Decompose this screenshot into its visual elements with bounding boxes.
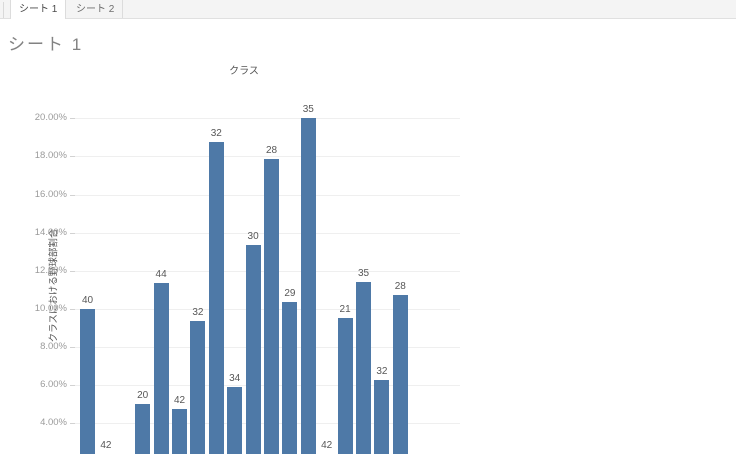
bar-value-label: 30 <box>247 231 259 243</box>
bar[interactable] <box>337 317 353 454</box>
bar[interactable] <box>208 142 224 454</box>
bar-value-label: 28 <box>265 145 278 157</box>
bar-value-label: 29 <box>284 288 296 300</box>
y-tick-label: 10.00% <box>34 302 67 314</box>
y-tick-mark <box>70 232 75 234</box>
bar[interactable] <box>245 245 261 454</box>
bar[interactable] <box>282 302 298 454</box>
bar-value-label: 32 <box>376 366 388 378</box>
bar-value-label: 42 <box>173 394 186 406</box>
page-title: シート 1 <box>8 35 84 54</box>
y-tick-mark <box>70 423 75 424</box>
bar[interactable] <box>392 295 408 454</box>
bar-value-label: 42 <box>321 439 333 451</box>
y-tick-label: 6.00% <box>40 378 67 390</box>
y-tick-mark <box>70 118 75 120</box>
bar-value-label: 35 <box>357 267 370 279</box>
bar-value-label: 32 <box>210 128 222 140</box>
y-tick-label: 18.00% <box>34 150 67 162</box>
bar[interactable] <box>190 320 206 454</box>
y-tick-mark <box>70 194 75 196</box>
bar-value-label: 34 <box>229 373 241 385</box>
bar[interactable] <box>300 118 316 454</box>
gridline <box>75 156 460 158</box>
sheet-tab-1[interactable]: シート 1 <box>10 0 67 19</box>
bar[interactable] <box>153 282 169 454</box>
plot-area: 20.00% 18.00% 16.00% 14.00% 12.00% 10.00% 8.00… <box>35 80 460 454</box>
bar[interactable] <box>374 380 390 454</box>
y-tick-label: 8.00% <box>40 340 67 352</box>
y-tick-label: 20.00% <box>34 112 67 124</box>
y-tick-mark <box>70 308 75 310</box>
y-tick-label: 12.00% <box>34 264 67 276</box>
y-tick-label: 14.00% <box>34 226 67 238</box>
bar-value-label: 35 <box>302 104 314 116</box>
bar[interactable] <box>135 403 151 454</box>
bar[interactable] <box>172 408 187 454</box>
bar-value-label: 20 <box>137 389 149 401</box>
bar[interactable] <box>80 308 95 454</box>
bar[interactable] <box>264 159 279 454</box>
tab-bar-left-divider <box>3 2 4 18</box>
bar-value-label: 28 <box>394 281 406 293</box>
y-tick-label: 4.00% <box>40 417 67 428</box>
bar-value-label: 44 <box>155 268 167 280</box>
y-tick-mark <box>70 156 75 158</box>
y-tick-mark <box>70 346 75 348</box>
bar-value-label: 42 <box>100 439 112 451</box>
bar-value-label: 21 <box>339 303 351 315</box>
sheet-tab-bar: シート 1 シート 2 <box>0 0 736 19</box>
bar-value-label: 40 <box>81 294 94 306</box>
gridline <box>75 118 460 120</box>
y-axis-label: クラスにおける野球部割合 <box>48 228 60 343</box>
bar[interactable] <box>356 281 371 454</box>
y-tick-mark <box>70 270 75 272</box>
y-tick-mark <box>70 384 75 386</box>
bar[interactable] <box>227 387 243 454</box>
sheet-tab-2[interactable]: シート 2 <box>68 0 124 18</box>
chart-title: クラス <box>229 66 259 77</box>
y-tick-label: 16.00% <box>34 188 67 200</box>
bar-value-label: 32 <box>192 306 204 318</box>
